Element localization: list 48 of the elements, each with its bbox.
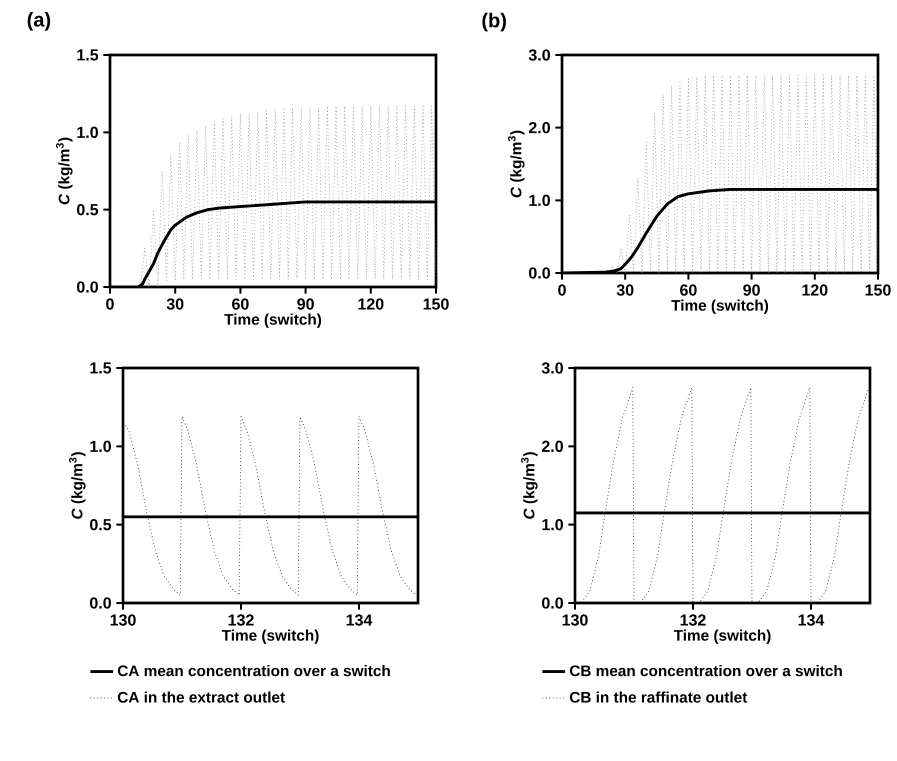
y-tick-label: 0.0 [90,597,111,609]
y-axis-title: C (kg/m$^{3}$) [69,452,86,519]
y-tick-label: 1.0 [529,194,550,206]
y-tick-label: 0.0 [542,597,563,609]
x-axis-title: Time (switch) [222,630,319,644]
chart-title: (b) [482,12,506,32]
x-tick-label: 90 [297,298,314,310]
y-tick-label: 0.0 [529,267,550,279]
x-tick-label: 60 [680,284,697,296]
legend-label: CB in the raffinate outlet [570,691,748,703]
y-tick-label: 1.5 [77,49,98,61]
x-axis-title: Time (switch) [674,630,771,644]
y-tick-label: 1.5 [90,362,112,374]
y-tick-label: 1.0 [542,519,563,530]
x-tick-label: 130 [562,614,588,626]
y-tick-label: 0.5 [90,519,112,530]
x-tick-label: 30 [616,284,634,296]
x-tick-label: 90 [743,284,760,296]
x-tick-label: 134 [798,614,824,626]
x-tick-label: 120 [358,298,384,310]
y-tick-label: 1.0 [77,126,98,138]
x-tick-label: 120 [802,284,828,296]
y-axis-title: C (kg/m$^{3}$) [521,452,538,519]
y-tick-label: 3.0 [542,362,563,374]
x-axis-title: Time (switch) [224,314,322,328]
legend-label: CA in the extract outlet [118,691,285,703]
y-tick-label: 2.0 [528,122,550,134]
x-tick-label: 150 [866,284,891,296]
x-axis-title: Time (switch) [671,300,768,314]
y-axis-title: C (kg/m$^{3}$) [56,138,73,204]
y-tick-label: 3.0 [528,49,550,61]
chart-title: (a) [28,12,50,31]
y-tick-label: 1.0 [90,440,111,452]
legend-label: CA mean concentration over a switch [118,665,390,676]
y-axis-title: C (kg/m$^{3}$) [508,130,525,198]
y-tick-label: 0.5 [77,204,98,216]
x-tick-label: 0 [558,284,566,296]
y-tick-label: 2.0 [542,440,563,452]
x-tick-label: 60 [232,298,249,310]
x-tick-label: 0 [106,298,114,310]
x-tick-label: 30 [166,298,184,310]
x-tick-label: 134 [346,614,372,626]
y-tick-label: 0.0 [77,281,98,293]
x-tick-label: 130 [110,614,136,626]
legend-label: CB mean concentration over a switch [570,665,842,676]
x-tick-label: 132 [680,614,706,626]
x-tick-label: 150 [424,298,449,310]
x-tick-label: 132 [228,614,254,626]
